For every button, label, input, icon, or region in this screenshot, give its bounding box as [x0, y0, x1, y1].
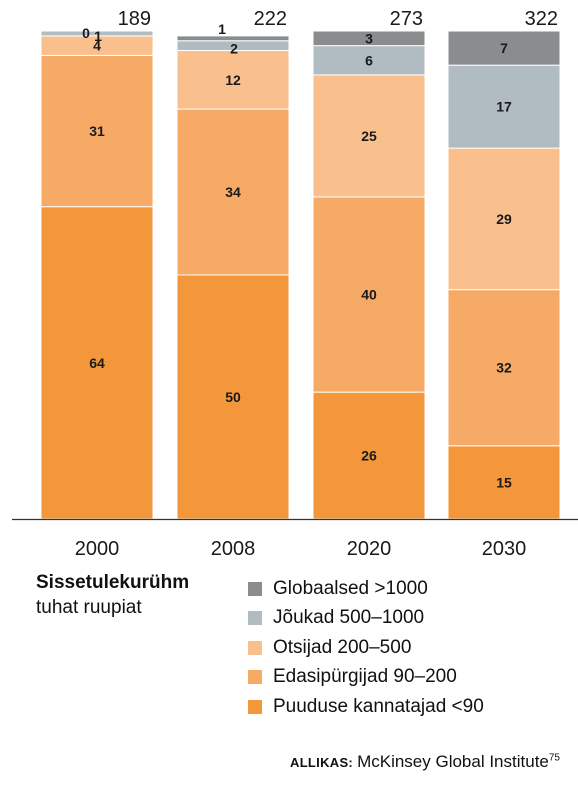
bar-segment: [312, 30, 426, 47]
bar-total-label: 189: [118, 8, 151, 30]
segment-value-label: 2: [230, 41, 238, 57]
legend: Globaalsed >1000 Jõukad 500–1000 Otsijad…: [248, 574, 484, 722]
bar-segment: [312, 74, 426, 198]
legend-item-label: Jõukad 500–1000: [273, 607, 425, 629]
bar-total-label: 222: [254, 8, 287, 30]
bar-segment: [447, 445, 561, 520]
legend-subtitle: tuhat ruupiat: [36, 597, 142, 618]
segment-value-label: 25: [361, 128, 377, 144]
legend-swatch: [248, 640, 262, 655]
segment-value-label: 34: [225, 184, 241, 200]
legend-item-otsijad: Otsijad 200–500: [248, 633, 484, 663]
segment-value-label: 64: [89, 355, 105, 371]
bar-total-label: 322: [525, 8, 558, 30]
segment-value-label: 40: [361, 287, 377, 303]
legend-item-joukad: Jõukad 500–1000: [248, 604, 484, 634]
legend-item-puuduse-kannatajad: Puuduse kannatajad <90: [248, 692, 484, 722]
legend-title: Sissetulekurühm: [36, 572, 190, 593]
category-tick-label: 2008: [211, 538, 256, 560]
bar-segment: [312, 391, 426, 520]
segment-value-label: 1: [218, 21, 226, 37]
bar-segment: [40, 206, 154, 520]
bar-segment: [447, 147, 561, 291]
legend-item-globaalsed: Globaalsed >1000: [248, 574, 484, 604]
category-tick-label: 2030: [482, 538, 527, 560]
source-text: McKinsey Global Institute: [357, 752, 549, 771]
bar-segment: [176, 35, 290, 42]
bar-total-label: 273: [390, 8, 423, 30]
source-note: ALLIKAS: McKinsey Global Institute75: [290, 752, 560, 772]
bar-segment: [312, 196, 426, 393]
segment-value-label: 29: [496, 211, 512, 227]
bar-segment: [40, 30, 154, 37]
segment-value-label: 1: [94, 28, 102, 44]
legend-item-label: Edasipürgijad 90–200: [273, 666, 457, 688]
legend-item-edasipurgijad: Edasipürgijad 90–200: [248, 663, 484, 693]
segment-value-label: 12: [225, 72, 241, 88]
segment-value-label: 7: [500, 40, 508, 56]
segment-value-label: 31: [89, 123, 105, 139]
segment-value-label: 26: [361, 448, 377, 464]
legend-swatch: [248, 581, 262, 596]
bar-segment: [40, 54, 154, 208]
segment-value-label: 32: [496, 360, 512, 376]
legend-swatch: [248, 670, 262, 685]
segment-value-label: 3: [365, 30, 373, 46]
category-tick-label: 2000: [75, 538, 120, 560]
segment-value-label: 17: [496, 99, 512, 115]
segment-value-label: 15: [496, 474, 512, 490]
legend-item-label: Otsijad 200–500: [273, 636, 412, 658]
category-tick-label: 2020: [347, 538, 392, 560]
bar-segment: [447, 30, 561, 66]
legend-swatch: [248, 611, 262, 626]
legend-item-label: Globaalsed >1000: [273, 577, 428, 599]
segment-value-label: 0: [82, 25, 90, 41]
legend-item-label: Puuduse kannatajad <90: [273, 695, 484, 717]
source-footnote: 75: [548, 752, 560, 764]
legend-swatch: [248, 699, 262, 714]
bar-segment: [447, 64, 561, 149]
segment-value-label: 4: [93, 38, 101, 54]
segment-value-label: 6: [365, 52, 373, 68]
segment-value-label: 50: [225, 389, 241, 405]
bar-segment: [447, 289, 561, 447]
source-label: ALLIKAS:: [290, 755, 354, 770]
